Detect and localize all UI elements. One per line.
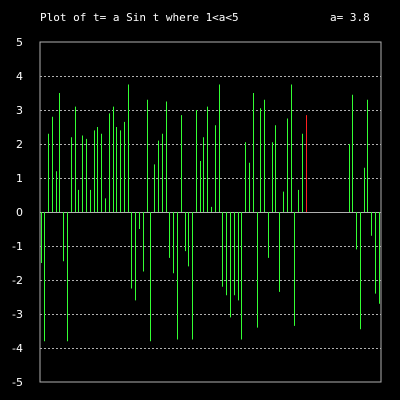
y-tick-label: 2: [16, 138, 23, 151]
chart-title: Plot of t= a Sin t where 1<a<5: [40, 11, 239, 24]
y-tick-label: 5: [16, 36, 23, 49]
y-tick-label: -1: [12, 240, 23, 253]
y-tick-label: -5: [12, 376, 23, 389]
y-tick-label: 1: [16, 172, 23, 185]
grid-lines: [40, 76, 381, 349]
plot-frame: [39, 41, 382, 383]
y-tick-label: -2: [12, 274, 23, 287]
y-tick-label: -3: [12, 308, 23, 321]
y-tick-label: 4: [16, 70, 23, 83]
y-tick-label: 0: [16, 206, 23, 219]
bar-series: [41, 84, 380, 342]
y-tick-label: -4: [12, 342, 23, 355]
y-axis-tick-labels: -5 -4 -3 -2 -1 0 1 2 3 4 5: [12, 36, 23, 389]
parameter-label: a= 3.8: [330, 11, 370, 24]
y-tick-label: 3: [16, 104, 23, 117]
